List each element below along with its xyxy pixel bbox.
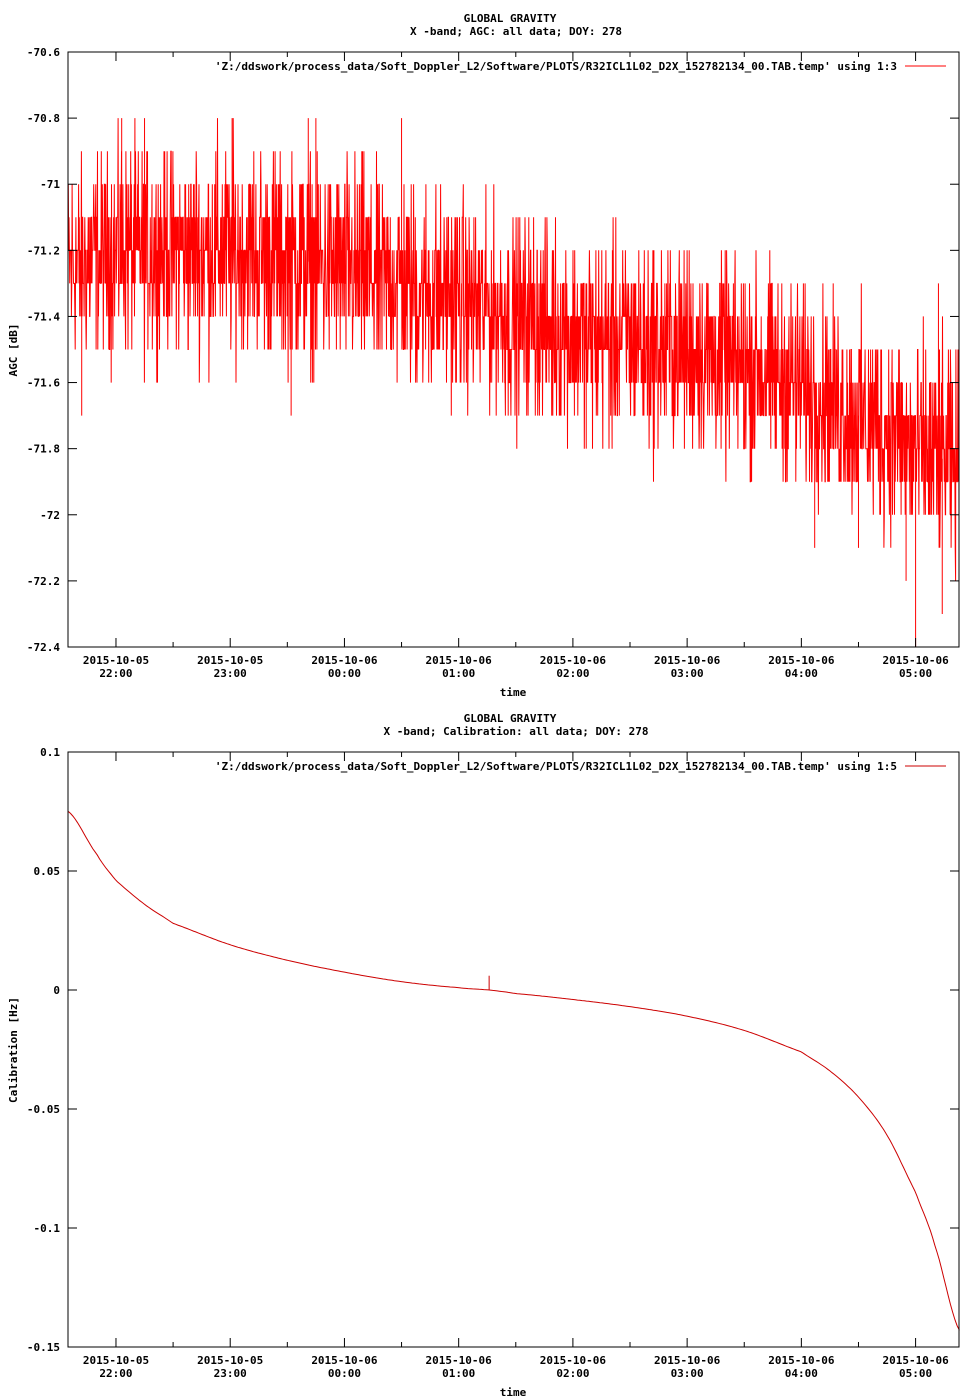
calibration-x-tick-date: 2015-10-06: [426, 1354, 493, 1367]
calibration-y-tick-label: 0.05: [34, 865, 61, 878]
calibration-y-axis-label: Calibration [Hz]: [7, 997, 20, 1103]
agc-x-tick-time: 22:00: [99, 667, 132, 680]
calibration-plot-area: 0.10.050-0.05-0.1-0.15 2015-10-0522:0020…: [27, 746, 960, 1380]
calibration-x-tick-time: 04:00: [785, 1367, 818, 1380]
calibration-plot-frame: [67, 751, 960, 1348]
agc-y-tick-label: -72.4: [27, 641, 60, 654]
agc-x-tick-time: 02:00: [556, 667, 589, 680]
agc-x-tick-date: 2015-10-06: [311, 654, 378, 667]
calibration-x-tick-time: 05:00: [899, 1367, 932, 1380]
calibration-x-tick-date: 2015-10-06: [311, 1354, 378, 1367]
agc-x-tick-time: 05:00: [899, 667, 932, 680]
calibration-x-tick-time: 22:00: [99, 1367, 132, 1380]
agc-x-tick-time: 01:00: [442, 667, 475, 680]
calibration-panel: GLOBAL GRAVITY X -band; Calibration: all…: [7, 712, 960, 1399]
calibration-x-tick-date: 2015-10-06: [768, 1354, 835, 1367]
agc-y-tick-label: -71.6: [27, 377, 60, 390]
agc-panel: GLOBAL GRAVITY X -band; AGC: all data; D…: [7, 12, 960, 699]
agc-x-tick-time: 03:00: [671, 667, 704, 680]
agc-x-tick-time: 04:00: [785, 667, 818, 680]
agc-x-axis-label: time: [500, 686, 527, 699]
agc-x-tick-date: 2015-10-06: [426, 654, 493, 667]
calibration-x-tick-date: 2015-10-05: [83, 1354, 149, 1367]
calibration-x-tick-time: 02:00: [556, 1367, 589, 1380]
agc-series-group: [67, 118, 960, 647]
agc-y-tick-label: -71.2: [27, 244, 60, 257]
agc-y-tick-label: -70.8: [27, 112, 60, 125]
agc-x-tick-time: 00:00: [328, 667, 361, 680]
agc-chart-subtitle: X -band; AGC: all data; DOY: 278: [410, 25, 622, 38]
agc-y-tick-label: -71: [40, 178, 60, 191]
agc-y-axis-label: AGC [dB]: [7, 324, 20, 377]
agc-x-tick-date: 2015-10-06: [768, 654, 835, 667]
calibration-x-axis: 2015-10-0522:002015-10-0523:002015-10-06…: [83, 752, 949, 1380]
calibration-x-tick-date: 2015-10-06: [540, 1354, 607, 1367]
agc-chart-title: GLOBAL GRAVITY: [464, 12, 557, 25]
agc-y-tick-label: -71.4: [27, 310, 60, 323]
calibration-series-line: [68, 811, 960, 1331]
calibration-y-axis: 0.1 0.05 0 -0.05 -0.1 -0.15: [27, 746, 959, 1354]
calibration-y-tick-label: -0.1: [34, 1222, 61, 1235]
agc-x-tick-date: 2015-10-06: [654, 654, 721, 667]
agc-legend: 'Z:/ddswork/process_data/Soft_Doppler_L2…: [215, 60, 946, 73]
agc-legend-label: 'Z:/ddswork/process_data/Soft_Doppler_L2…: [215, 60, 897, 73]
calibration-y-tick-label: -0.15: [27, 1341, 60, 1354]
calibration-chart-subtitle: X -band; Calibration: all data; DOY: 278: [384, 725, 649, 738]
calibration-legend-label: 'Z:/ddswork/process_data/Soft_Doppler_L2…: [215, 760, 897, 773]
agc-plot-area: -70.6 -70.8 -71 -71.2 -71.4 -71.6 -71.8 -72 -72.…: [27, 46, 960, 680]
agc-plot-frame: [67, 51, 960, 648]
agc-y-axis: -70.6 -70.8 -71 -71.2 -71.4 -71.6 -71.8 -72 -72.…: [27, 46, 959, 654]
agc-x-tick-date: 2015-10-05: [83, 654, 149, 667]
agc-y-tick-label: -72.2: [27, 575, 60, 588]
calibration-x-tick-date: 2015-10-06: [882, 1354, 949, 1367]
agc-x-tick-date: 2015-10-05: [197, 654, 263, 667]
calibration-x-tick-time: 01:00: [442, 1367, 475, 1380]
calibration-legend: 'Z:/ddswork/process_data/Soft_Doppler_L2…: [215, 760, 946, 773]
agc-x-tick-time: 23:00: [214, 667, 247, 680]
calibration-y-tick-label: -0.05: [27, 1103, 60, 1116]
agc-y-tick-label: -71.8: [27, 443, 60, 456]
calibration-x-tick-date: 2015-10-06: [654, 1354, 721, 1367]
agc-x-axis: 2015-10-0522:002015-10-0523:002015-10-06…: [83, 52, 949, 680]
agc-y-tick-label: -70.6: [27, 46, 60, 59]
calibration-y-tick-label: 0: [53, 984, 60, 997]
agc-x-tick-date: 2015-10-06: [882, 654, 949, 667]
calibration-x-tick-date: 2015-10-05: [197, 1354, 263, 1367]
calibration-chart-title: GLOBAL GRAVITY: [464, 712, 557, 725]
calibration-x-tick-time: 03:00: [671, 1367, 704, 1380]
calibration-series-group: [68, 811, 960, 1331]
calibration-x-tick-time: 23:00: [214, 1367, 247, 1380]
calibration-x-axis-label: time: [500, 1386, 527, 1399]
agc-y-tick-label: -72: [40, 509, 60, 522]
agc-x-tick-date: 2015-10-06: [540, 654, 607, 667]
calibration-y-tick-label: 0.1: [40, 746, 60, 759]
agc-series-line: [67, 118, 960, 581]
calibration-x-tick-time: 00:00: [328, 1367, 361, 1380]
